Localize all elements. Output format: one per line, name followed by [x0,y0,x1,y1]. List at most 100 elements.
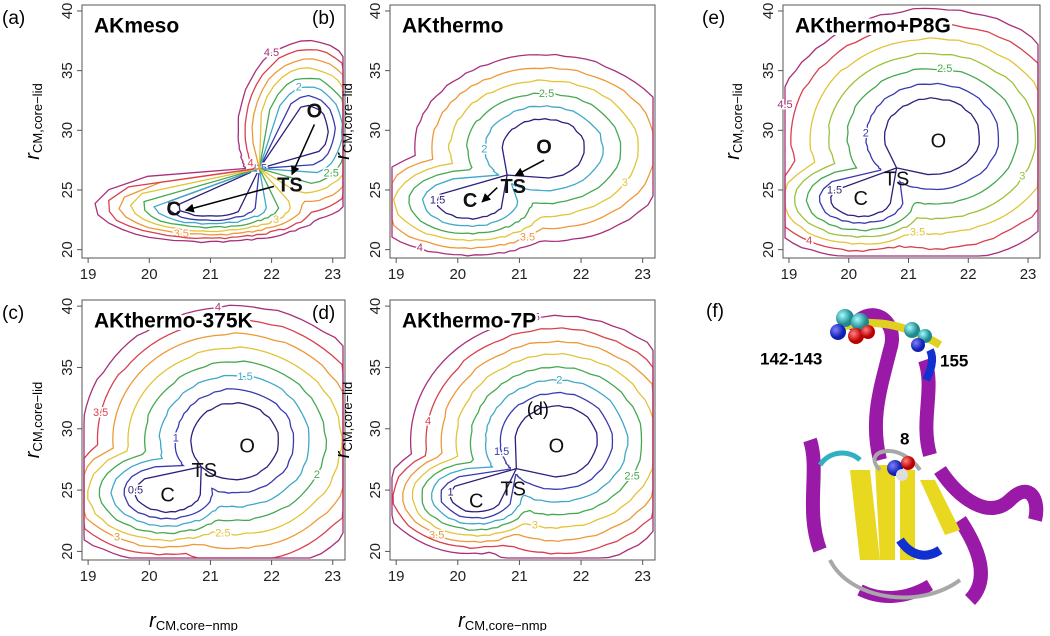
contour-line [784,22,1039,253]
x-axis-label: rCM,core−nmp [149,610,238,631]
contour-label: 4 [247,158,253,170]
state-label: TS [192,460,218,482]
x-tick-label: 21 [511,568,528,585]
contour-label: 1.5 [237,371,252,383]
contour-label: 1 [447,486,453,498]
contour-label: 4 [215,302,221,314]
contour-label: 4 [806,235,812,247]
y-tick-label: 40 [367,298,384,315]
x-tick-label: 19 [80,568,97,585]
arrow [481,187,498,203]
x-tick-label: 19 [80,266,97,283]
panel-title: AKmeso [94,15,179,38]
arrow [514,159,545,177]
state-label: C [853,188,867,210]
contour-line [94,39,344,244]
plot-frame [81,299,346,561]
y-tick-label: 30 [59,420,76,437]
y-tick-label: 20 [760,241,777,258]
panel-letter: (a) [2,8,25,29]
contour-line [83,304,344,559]
plot-frame [782,4,1041,259]
residue-label: 155 [940,351,968,370]
contour-label: 4 [417,242,423,254]
contour-label: 2 [481,144,487,156]
contour-label: 4.5 [777,99,792,111]
contour-label: 3.5 [520,232,535,244]
contour-label: 0.5 [128,485,143,497]
contour-label: 4 [425,416,431,428]
contour-label: 4.5 [264,47,279,59]
contour-line [83,332,344,550]
y-tick-label: 25 [59,482,76,499]
contour-line [436,118,585,220]
state-label: C [167,199,181,221]
y-tick-label: 35 [59,62,76,79]
contour-label: 3 [114,531,120,543]
contour-label: 2 [314,469,320,481]
y-tick-label: 20 [367,543,384,560]
x-tick-label: 23 [1020,266,1037,283]
y-tick-label: 20 [59,543,76,560]
contour-line [421,105,604,228]
contour-label: 3 [532,520,538,532]
x-tick-label: 22 [263,266,280,283]
state-label: O [536,136,552,158]
contour-label: 3.5 [93,407,108,419]
y-tick-label: 20 [367,241,384,258]
y-tick-label: 30 [760,122,777,139]
state-label: O [307,101,323,123]
contour-label: 2.5 [324,167,339,179]
x-tick-label: 21 [202,568,219,585]
contour-line [153,86,344,225]
contour-line [110,374,310,528]
contour-line [391,66,654,250]
y-tick-label: 25 [367,482,384,499]
panel-letter: (d) [312,303,335,324]
state-label: O [931,131,947,153]
annotation: (d) [527,399,549,419]
panel-title: AKthermo+P8G [795,15,951,38]
y-axis-label: rCM,core−lid [332,83,355,159]
state-label: O [239,435,255,457]
y-tick-label: 20 [59,241,76,258]
y-tick-label: 35 [367,62,384,79]
contour-line [794,52,1037,238]
y-tick-label: 30 [59,122,76,139]
plot-frame [389,4,656,259]
contour-label: 2.5 [937,63,952,75]
x-tick-label: 21 [900,266,917,283]
state-label: TS [500,176,526,198]
panel-title: AKthermo [402,15,504,38]
residue-label: 8 [900,429,909,448]
x-tick-label: 23 [324,568,341,585]
state-label: C [160,485,174,507]
y-tick-label: 30 [367,122,384,139]
y-tick-label: 25 [760,182,777,199]
residue-label: 142-143 [760,349,822,368]
x-tick-label: 19 [781,266,798,283]
y-tick-label: 25 [59,182,76,199]
contour-line [818,82,1000,224]
x-tick-label: 20 [840,266,857,283]
state-label: C [463,190,477,212]
contour-line [784,37,1039,245]
contour-label: 3 [273,214,279,226]
panel-letter: (b) [312,8,335,29]
contour-label: 2 [863,128,869,140]
x-tick-label: 22 [263,568,280,585]
contour-line [392,79,639,242]
contour-line [421,365,643,531]
x-tick-label: 20 [141,568,158,585]
contour-line [431,378,629,525]
panel: 11.522.533.544.519 20 21 22 232025303540OTSC… [2,3,346,283]
x-tick-label: 23 [324,266,341,283]
contour-line [391,314,654,559]
panel-letter: (c) [2,303,24,324]
contour-label: 3 [1019,171,1025,183]
x-tick-label: 20 [449,568,466,585]
contour-label: 4.5 [525,311,540,323]
x-tick-label: 22 [960,266,977,283]
